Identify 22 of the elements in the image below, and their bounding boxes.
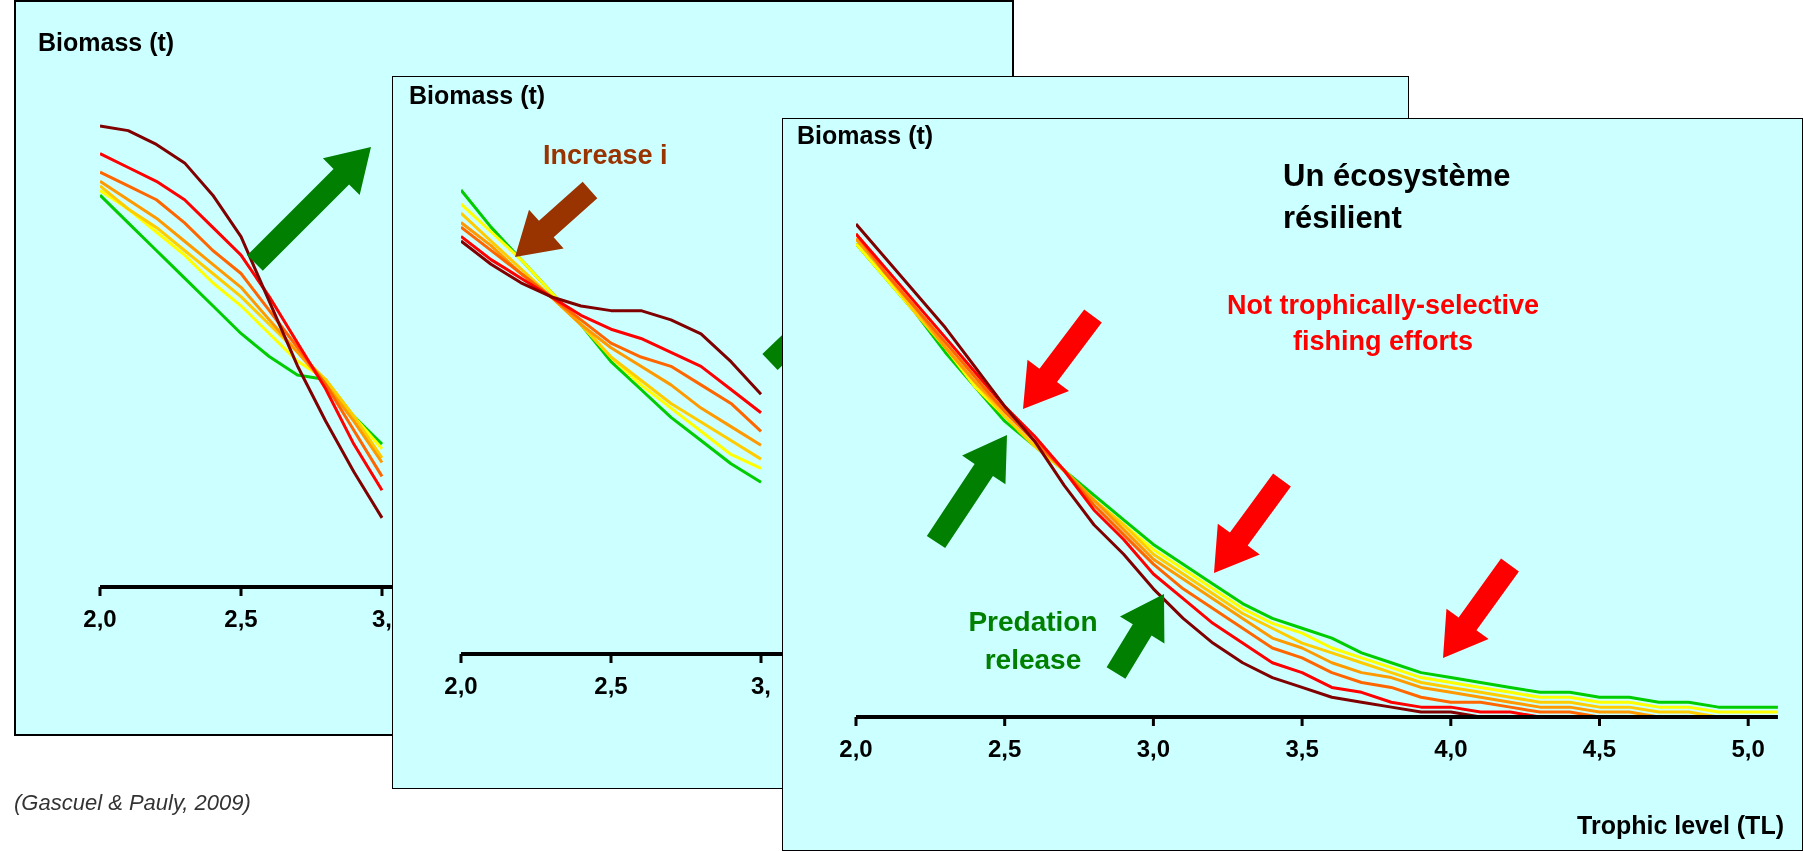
x-tick-label: 4,0 [1434,735,1468,763]
x-tick-label: 2,0 [444,672,478,700]
x-tick-label: 4,5 [1582,735,1617,763]
y-axis-title: Biomass (t) [38,28,175,57]
x-axis-title: Trophic level (TL) [1577,811,1784,840]
annotation: Un écosystème résilient [1283,157,1512,237]
x-tick-label: 2,5 [224,605,258,633]
x-tick-label: 2,5 [988,735,1022,763]
annotation: Predation release [967,605,1099,677]
annotation: Not trophically-selective fishing efforts [1225,289,1541,359]
annotation: Increase i [543,140,668,170]
x-tick-label: 5,0 [1731,735,1765,763]
x-tick-label: 2,0 [83,605,117,633]
y-axis-title: Biomass (t) [797,121,934,150]
x-tick-label: 3, [371,605,392,633]
text: (Gascuel & Pauly, 2009) [14,789,252,817]
x-tick-label: 3,5 [1285,735,1319,763]
x-tick-label: 2,5 [594,672,628,700]
y-axis-title: Biomass (t) [409,81,546,110]
x-tick-label: 3,0 [1136,735,1171,763]
x-tick-label: 2,0 [839,735,873,763]
x-tick-label: 3, [750,672,772,700]
